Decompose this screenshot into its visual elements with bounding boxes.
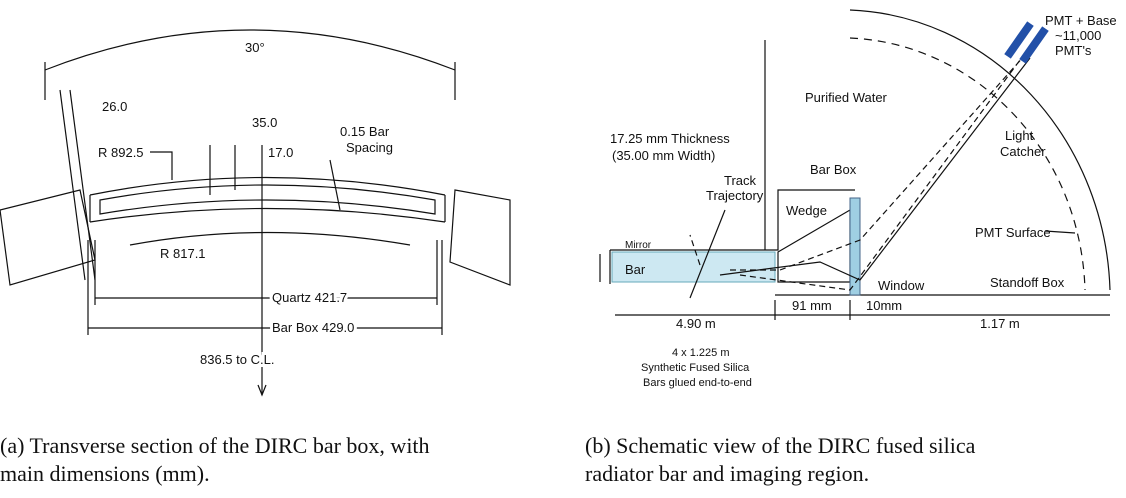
label: 4.90 m (676, 316, 716, 331)
label: PMT Surface (975, 225, 1051, 240)
label: ~11,000 (1055, 28, 1101, 43)
label: 26.0 (102, 99, 127, 114)
label: 17.0 (268, 145, 293, 160)
label: 836.5 to C.L. (200, 352, 274, 367)
label: Mirror (625, 240, 652, 251)
label: Bars glued end-to-end (643, 377, 752, 389)
label: Window (878, 278, 925, 293)
label: Light (1005, 128, 1034, 143)
label: 4 x 1.225 m (672, 347, 729, 359)
label: PMT's (1055, 43, 1092, 58)
label: Bar Box (810, 162, 857, 177)
label: Bar Box 429.0 (272, 320, 354, 335)
caption: (b) Schematic view of the DIRC fused sil… (585, 432, 1045, 488)
label: 35.0 (252, 115, 277, 130)
label: Quartz 421.7 (272, 290, 347, 305)
label: (35.00 mm Width) (612, 148, 715, 163)
label: R 892.5 (98, 145, 144, 160)
figure: 30° 26.0 35.0 R 892.5 17.0 0.15 Bar Spac… (0, 0, 1126, 410)
label: 0.15 Bar (340, 124, 390, 139)
label: Trajectory (706, 188, 764, 203)
label: Purified Water (805, 90, 888, 105)
label: Standoff Box (990, 275, 1065, 290)
label: 10mm (866, 298, 902, 313)
label: 17.25 mm Thickness (610, 131, 730, 146)
label: Bar (625, 262, 646, 277)
label: 1.17 m (980, 316, 1020, 331)
label: Synthetic Fused Silica (641, 362, 750, 374)
label: Wedge (786, 203, 827, 218)
caption: (a) Transverse section of the DIRC bar b… (0, 432, 440, 488)
label: 30° (245, 40, 265, 55)
panel-a-drawing (0, 30, 510, 395)
label: R 817.1 (160, 246, 206, 261)
label: 91 mm (792, 298, 832, 313)
label: Track (724, 173, 757, 188)
label: Catcher (1000, 144, 1046, 159)
label: PMT + Base (1045, 13, 1117, 28)
label: Spacing (346, 140, 393, 155)
page: 30° 26.0 35.0 R 892.5 17.0 0.15 Bar Spac… (0, 0, 1126, 498)
